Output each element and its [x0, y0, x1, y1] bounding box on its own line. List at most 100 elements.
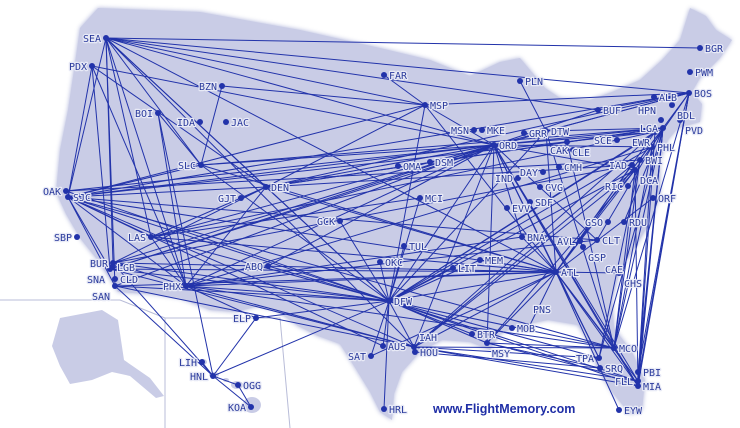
airport-label-iad[interactable]: IAD — [608, 160, 629, 174]
airport-label-gck[interactable]: GCK — [316, 216, 337, 230]
airport-dot-avl[interactable] — [577, 238, 583, 244]
airport-dot-msp[interactable] — [422, 102, 428, 108]
airport-label-mco[interactable]: MCO — [618, 343, 639, 357]
airport-dot-clt[interactable] — [594, 237, 600, 243]
airport-dot-phx[interactable] — [183, 283, 189, 289]
airport-dot-gsp[interactable] — [580, 244, 586, 250]
airport-dot-sce[interactable] — [614, 137, 620, 143]
airport-label-btr[interactable]: BTR — [476, 329, 498, 343]
airport-dot-koa[interactable] — [248, 404, 254, 410]
airport-label-lgb[interactable]: LGB — [116, 262, 137, 276]
airport-label-phl[interactable]: PHL — [656, 142, 677, 156]
airport-dot-aus[interactable] — [380, 343, 386, 349]
airport-dot-tpa[interactable] — [596, 355, 602, 361]
airport-dot-eyw[interactable] — [616, 407, 622, 413]
airport-label-gsp[interactable]: GSP — [587, 252, 608, 266]
airport-dot-btr[interactable] — [469, 331, 475, 337]
airport-label-pwm[interactable]: PWM — [694, 67, 715, 81]
airport-label-pbi[interactable]: PBI — [642, 367, 663, 381]
airport-label-eyw[interactable]: EYW — [623, 405, 645, 419]
airport-dot-alb[interactable] — [651, 94, 657, 100]
airport-dot-dfw[interactable] — [386, 298, 392, 304]
airport-dot-bos[interactable] — [686, 90, 692, 96]
airport-label-gso[interactable]: GSO — [584, 217, 605, 231]
airport-dot-cae[interactable] — [597, 256, 603, 262]
airport-dot-evv[interactable] — [504, 205, 510, 211]
airport-dot-pln[interactable] — [517, 78, 523, 84]
flightmemory-credit-link[interactable]: www.FlightMemory.com — [433, 402, 576, 416]
airport-dot-mem[interactable] — [477, 257, 483, 263]
airport-label-lga[interactable]: LGA — [639, 123, 660, 137]
airport-label-ewr[interactable]: EWR — [631, 137, 653, 151]
airport-dot-sbp[interactable] — [74, 234, 80, 240]
airport-label-okc[interactable]: OKC — [384, 257, 405, 271]
airport-label-bur[interactable]: BUR — [89, 258, 111, 272]
airport-dot-buf[interactable] — [595, 107, 601, 113]
airport-dot-msy[interactable] — [484, 340, 490, 346]
airport-dot-iah[interactable] — [411, 344, 417, 350]
airport-dot-grr[interactable] — [521, 130, 527, 136]
airport-label-cae[interactable]: CAE — [604, 264, 625, 278]
airport-label-jac[interactable]: JAC — [230, 117, 251, 131]
airport-label-sbp[interactable]: SBP — [53, 232, 74, 246]
airport-label-sea[interactable]: SEA — [82, 33, 103, 47]
airport-label-mke[interactable]: MKE — [486, 125, 507, 139]
airport-dot-oma[interactable] — [395, 163, 401, 169]
airport-label-lit[interactable]: LIT — [457, 263, 478, 277]
airport-label-tul[interactable]: TUL — [408, 241, 429, 255]
airport-dot-lih[interactable] — [199, 359, 205, 365]
airport-label-iah[interactable]: IAH — [418, 332, 439, 346]
airport-dot-elp[interactable] — [253, 315, 259, 321]
airport-label-mia[interactable]: MIA — [642, 381, 663, 395]
airport-dot-gck[interactable] — [337, 218, 343, 224]
airport-label-cak[interactable]: CAK — [549, 145, 570, 159]
airport-dot-pdx[interactable] — [89, 63, 95, 69]
airport-dot-okc[interactable] — [377, 259, 383, 265]
airport-label-dfw[interactable]: DFW — [393, 296, 415, 310]
airport-dot-ogg[interactable] — [235, 382, 241, 388]
airport-label-ind[interactable]: IND — [494, 173, 515, 187]
airport-label-alb[interactable]: ALB — [658, 92, 679, 106]
airport-dot-san[interactable] — [112, 283, 118, 289]
airport-label-msn[interactable]: MSN — [450, 125, 471, 139]
airport-label-rdu[interactable]: RDU — [628, 217, 649, 231]
airport-label-phx[interactable]: PHX — [162, 281, 183, 295]
airport-label-gjt[interactable]: GJT — [217, 193, 238, 207]
airport-dot-sdf[interactable] — [527, 199, 533, 205]
airport-label-cvg[interactable]: CVG — [544, 182, 565, 196]
airport-label-sdf[interactable]: SDF — [534, 197, 555, 211]
airport-label-avl[interactable]: AVL — [556, 236, 577, 250]
airport-label-mob[interactable]: MOB — [516, 323, 537, 337]
airport-dot-chs[interactable] — [616, 270, 622, 276]
airport-label-las[interactable]: LAS — [127, 232, 148, 246]
airport-dot-mci[interactable] — [417, 195, 423, 201]
airport-label-oak[interactable]: OAK — [42, 186, 63, 200]
airport-dot-orf[interactable] — [650, 195, 656, 201]
airport-dot-ric[interactable] — [625, 183, 631, 189]
airport-dot-rdu[interactable] — [621, 219, 627, 225]
airport-label-boi[interactable]: BOI — [134, 108, 155, 122]
airport-label-grr[interactable]: GRR — [528, 128, 550, 142]
airport-dot-cvg[interactable] — [537, 184, 543, 190]
airport-label-evv[interactable]: EVV — [511, 203, 532, 217]
airport-label-mci[interactable]: MCI — [424, 193, 445, 207]
airport-dot-boi[interactable] — [155, 110, 161, 116]
airport-label-dtw[interactable]: DTW — [550, 126, 572, 140]
airport-label-den[interactable]: DEN — [270, 182, 291, 196]
airport-dot-sat[interactable] — [368, 353, 374, 359]
airport-label-dsm[interactable]: DSM — [434, 157, 455, 171]
airport-dot-bgr[interactable] — [697, 45, 703, 51]
airport-label-pln[interactable]: PLN — [524, 76, 545, 90]
airport-label-ric[interactable]: RIC — [604, 181, 625, 195]
airport-label-sat[interactable]: SAT — [347, 351, 368, 365]
airport-label-atl[interactable]: ATL — [560, 267, 581, 281]
airport-dot-cmh[interactable] — [556, 164, 562, 170]
airport-label-fll[interactable]: FLL — [614, 376, 635, 390]
airport-label-cmh[interactable]: CMH — [563, 162, 584, 176]
airport-label-msy[interactable]: MSY — [491, 348, 512, 362]
airport-dot-cle[interactable] — [564, 139, 570, 145]
airport-label-ogg[interactable]: OGG — [242, 380, 263, 394]
airport-dot-hpn[interactable] — [658, 117, 664, 123]
airport-label-buf[interactable]: BUF — [602, 105, 623, 119]
airport-label-ida[interactable]: IDA — [176, 117, 197, 131]
